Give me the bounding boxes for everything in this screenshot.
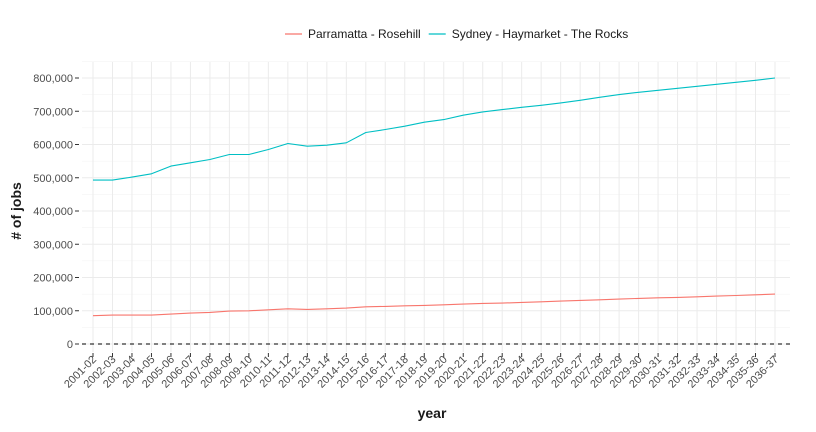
- legend-label-2: Sydney - Haymarket - The Rocks: [452, 27, 629, 41]
- y-tick-label: 0: [67, 339, 73, 351]
- x-axis-title: year: [418, 405, 447, 421]
- y-axis-title: # of jobs: [8, 182, 24, 240]
- y-tick-label: 800,000: [33, 73, 73, 85]
- y-tick-label: 300,000: [33, 239, 73, 251]
- y-tick-label: 100,000: [33, 306, 73, 318]
- legend-label-1: Parramatta - Rosehill: [308, 27, 421, 41]
- series-line-2: [93, 77, 776, 181]
- y-tick-label: 500,000: [33, 173, 73, 185]
- y-tick-label: 200,000: [33, 273, 73, 285]
- series-lines: [92, 77, 776, 317]
- series-line-1: [92, 293, 776, 317]
- grid: [82, 61, 790, 352]
- y-tick-label: 600,000: [33, 140, 73, 152]
- legend: Parramatta - Rosehill Sydney - Haymarket …: [285, 27, 628, 41]
- y-tick-label: 700,000: [33, 106, 73, 118]
- x-axis-ticks: 2001-022002-032003-042004-052005-062006-…: [62, 353, 781, 391]
- y-axis-ticks: 0 100,000 200,000 300,000 400,000 500,000 600,…: [33, 73, 79, 351]
- y-tick-label: 400,000: [33, 206, 73, 218]
